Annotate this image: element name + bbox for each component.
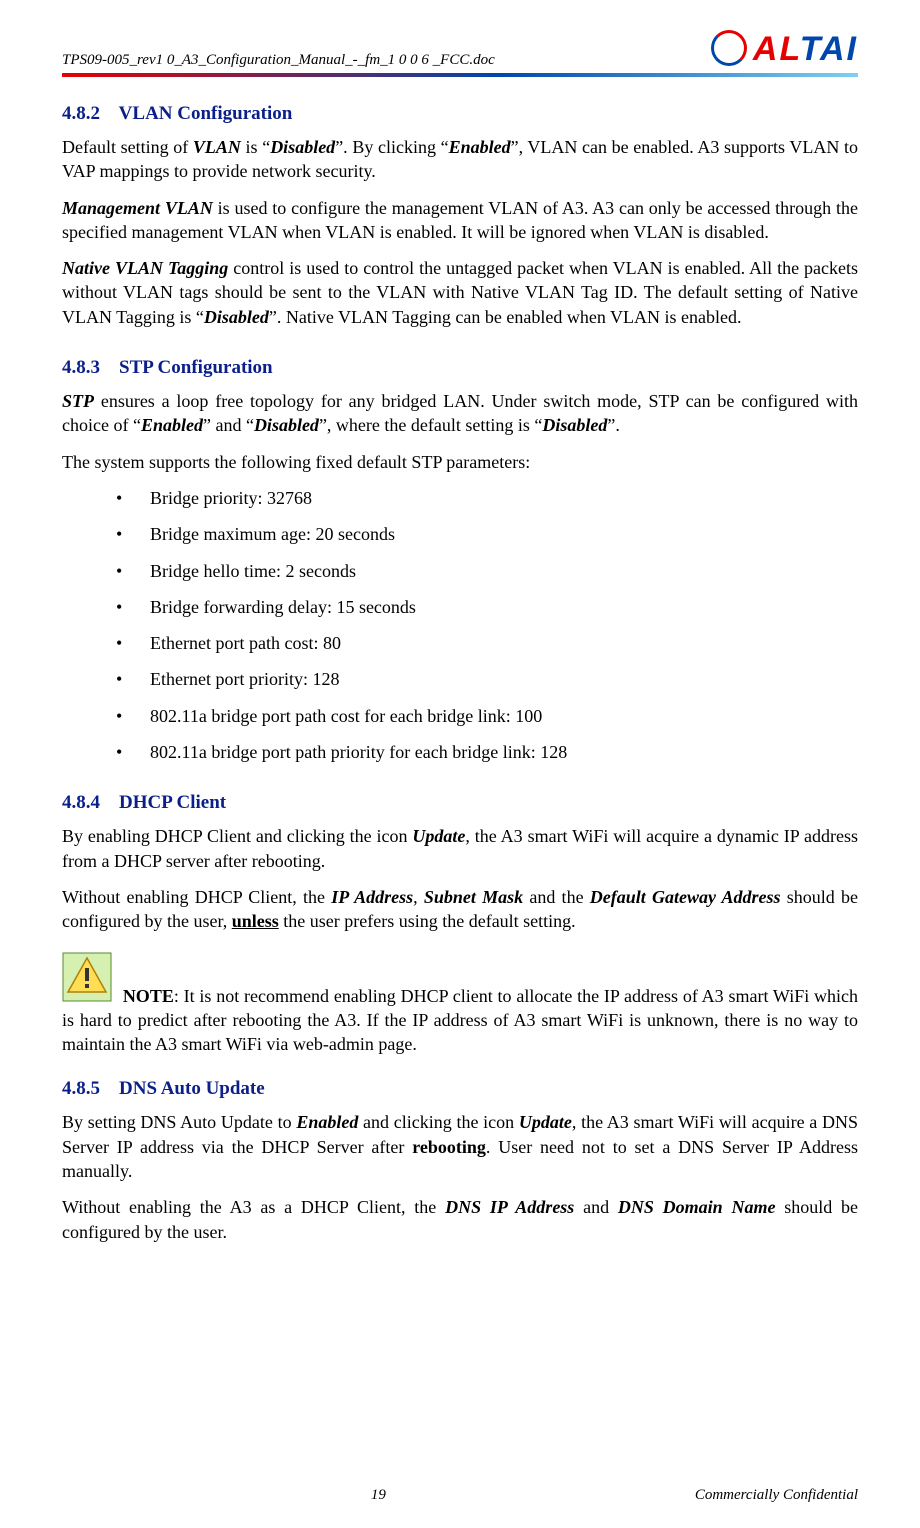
heading-number: 4.8.2 [62,103,100,124]
brand-logo: ALTAI [711,30,858,69]
page-number: 19 [371,1487,386,1504]
para: Without enabling DHCP Client, the IP Add… [62,885,858,934]
list-item: Ethernet port priority: 128 [116,667,858,691]
para: The system supports the following fixed … [62,450,858,474]
brand-logo-text: ALTAI [753,30,858,69]
para: By setting DNS Auto Update to Enabled an… [62,1110,858,1183]
list-item: Ethernet port path cost: 80 [116,631,858,655]
header-rule [62,73,858,77]
para: By enabling DHCP Client and clicking the… [62,824,858,873]
heading-title: STP Configuration [119,357,273,378]
list-item: Bridge maximum age: 20 seconds [116,522,858,546]
heading-title: VLAN Configuration [119,103,293,124]
heading-title: DNS Auto Update [119,1078,265,1099]
para: Without enabling the A3 as a DHCP Client… [62,1195,858,1244]
page-footer: 19 Commercially Confidential [62,1487,858,1504]
list-item: 802.11a bridge port path cost for each b… [116,704,858,728]
para: Native VLAN Tagging control is used to c… [62,256,858,329]
note-icon [62,952,112,1002]
heading-484: 4.8.4 DHCP Client [62,792,858,814]
stp-param-list: Bridge priority: 32768 Bridge maximum ag… [116,486,858,764]
footer-right: Commercially Confidential [695,1487,858,1504]
para: STP ensures a loop free topology for any… [62,389,858,438]
header-filename: TPS09-005_rev1 0_A3_Configuration_Manual… [62,52,495,69]
note-para: NOTE: It is not recommend enabling DHCP … [62,952,858,1057]
page-header: TPS09-005_rev1 0_A3_Configuration_Manual… [62,30,858,69]
list-item: 802.11a bridge port path priority for ea… [116,740,858,764]
brand-logo-icon [711,30,747,66]
heading-number: 4.8.3 [62,357,100,378]
heading-482: 4.8.2 VLAN Configuration [62,103,858,125]
para: Default setting of VLAN is “Disabled”. B… [62,135,858,184]
para: Management VLAN is used to configure the… [62,196,858,245]
list-item: Bridge priority: 32768 [116,486,858,510]
heading-title: DHCP Client [119,792,226,813]
heading-number: 4.8.4 [62,792,100,813]
heading-483: 4.8.3 STP Configuration [62,357,858,379]
list-item: Bridge forwarding delay: 15 seconds [116,595,858,619]
list-item: Bridge hello time: 2 seconds [116,559,858,583]
heading-number: 4.8.5 [62,1078,100,1099]
heading-485: 4.8.5 DNS Auto Update [62,1078,858,1100]
